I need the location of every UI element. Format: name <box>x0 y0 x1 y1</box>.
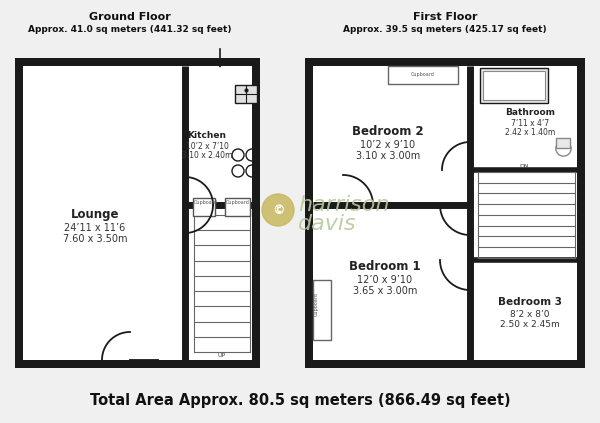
Text: 24’11 x 11’6: 24’11 x 11’6 <box>64 223 125 233</box>
Text: First Floor: First Floor <box>413 12 477 22</box>
Text: 7’11 x 4’7: 7’11 x 4’7 <box>511 119 549 128</box>
Bar <box>483 71 545 100</box>
Text: 10’2 x 7’10: 10’2 x 7’10 <box>185 142 229 151</box>
Bar <box>193 198 215 216</box>
Text: Ground Floor: Ground Floor <box>89 12 171 22</box>
Text: Bedroom 2: Bedroom 2 <box>352 125 424 138</box>
Bar <box>225 198 250 216</box>
Text: DN: DN <box>519 164 529 169</box>
Text: Bathroom: Bathroom <box>505 108 555 117</box>
Bar <box>235 85 257 103</box>
Bar <box>556 138 570 148</box>
Text: Approx. 41.0 sq meters (441.32 sq feet): Approx. 41.0 sq meters (441.32 sq feet) <box>28 25 232 34</box>
Text: Bedroom 3: Bedroom 3 <box>498 297 562 307</box>
Text: Lounge: Lounge <box>71 208 119 221</box>
Text: UP: UP <box>218 353 226 358</box>
Text: 7.60 x 3.50m: 7.60 x 3.50m <box>63 234 127 244</box>
Text: 3.65 x 3.00m: 3.65 x 3.00m <box>353 286 417 296</box>
Text: Total Area Approx. 80.5 sq meters (866.49 sq feet): Total Area Approx. 80.5 sq meters (866.4… <box>89 393 511 408</box>
Text: 10’2 x 9’10: 10’2 x 9’10 <box>361 140 416 150</box>
Text: Approx. 39.5 sq meters (425.17 sq feet): Approx. 39.5 sq meters (425.17 sq feet) <box>343 25 547 34</box>
Text: 3.10 x 2.40m: 3.10 x 2.40m <box>182 151 232 160</box>
Bar <box>23 66 252 360</box>
Text: harrison: harrison <box>298 195 389 215</box>
Text: ©: © <box>272 204 284 217</box>
Bar <box>480 68 548 103</box>
Bar <box>388 66 458 84</box>
Text: Cupboard: Cupboard <box>226 200 250 205</box>
Text: 2.50 x 2.45m: 2.50 x 2.45m <box>500 320 560 329</box>
Bar <box>313 66 577 360</box>
Text: davis: davis <box>298 214 356 234</box>
Bar <box>313 280 331 340</box>
Circle shape <box>262 194 294 226</box>
Text: 8’2 x 8’0: 8’2 x 8’0 <box>510 310 550 319</box>
Text: Kitchen: Kitchen <box>187 131 227 140</box>
Text: 2.42 x 1.40m: 2.42 x 1.40m <box>505 128 555 137</box>
Bar <box>15 58 260 368</box>
Text: Bedroom 1: Bedroom 1 <box>349 260 421 273</box>
Text: Cupboard: Cupboard <box>411 72 435 77</box>
Text: 3.10 x 3.00m: 3.10 x 3.00m <box>356 151 420 161</box>
Text: Cupboard: Cupboard <box>194 200 218 205</box>
Bar <box>305 58 585 368</box>
Text: 12’0 x 9’10: 12’0 x 9’10 <box>358 275 413 285</box>
Text: Cupboard: Cupboard <box>314 292 319 316</box>
